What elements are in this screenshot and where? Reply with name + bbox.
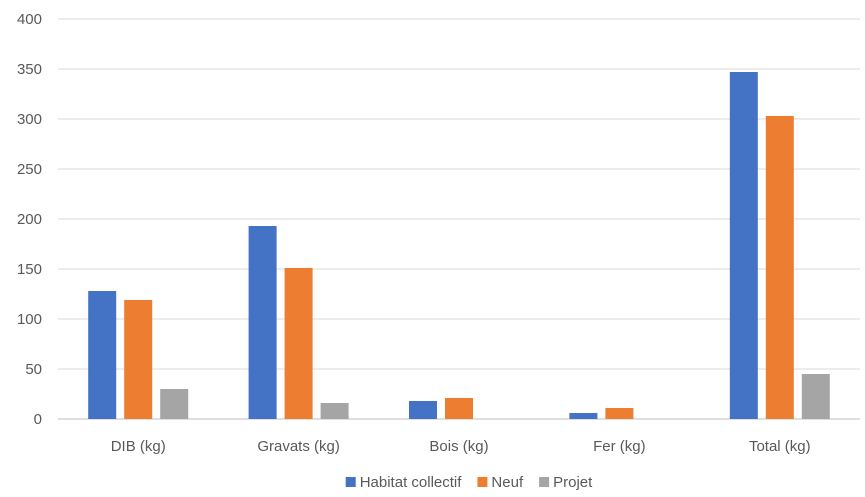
bars (88, 72, 830, 419)
y-tick-label: 250 (17, 161, 42, 178)
y-tick-label: 400 (17, 11, 42, 28)
legend-item: Projet (539, 474, 593, 491)
x-category-label: Bois (kg) (429, 438, 488, 455)
x-category-label: Gravats (kg) (257, 438, 340, 455)
bar-projet (801, 374, 830, 419)
y-tick-label: 300 (17, 111, 42, 128)
bar-neuf (284, 268, 313, 419)
x-axis-category-labels: DIB (kg) Gravats (kg) Bois (kg) Fer (kg) Tot… (111, 438, 811, 455)
legend-item: Neuf (477, 474, 524, 491)
x-category-label: DIB (kg) (111, 438, 166, 455)
bar-projet (160, 389, 189, 419)
legend-label: Habitat collectif (360, 474, 463, 491)
bar-habitat-collectif (248, 226, 277, 419)
bar-neuf (605, 408, 634, 419)
y-tick-label: 100 (17, 311, 42, 328)
bar-habitat-collectif (409, 401, 437, 419)
legend-label: Neuf (491, 474, 524, 491)
legend-item: Habitat collectif (345, 474, 463, 491)
legend-label: Projet (553, 474, 593, 491)
bar-habitat-collectif (729, 72, 758, 419)
y-tick-label: 0 (34, 411, 42, 428)
legend-swatch (539, 477, 550, 487)
bar-neuf (445, 398, 473, 419)
bar-habitat-collectif (88, 291, 117, 419)
bar-neuf (124, 300, 153, 419)
y-tick-label: 350 (17, 61, 42, 78)
x-category-label: Total (kg) (749, 438, 811, 455)
bar-projet (320, 403, 349, 419)
gridlines (58, 18, 860, 420)
legend-swatch (477, 477, 488, 487)
y-tick-label: 200 (17, 211, 42, 228)
x-category-label: Fer (kg) (593, 438, 646, 455)
bar-neuf (765, 116, 794, 419)
y-tick-label: 150 (17, 261, 42, 278)
legend-swatch (345, 477, 356, 487)
legend: Habitat collectif Neuf Projet (345, 474, 593, 491)
y-tick-label: 50 (25, 361, 42, 378)
bar-habitat-collectif (569, 413, 598, 419)
y-axis-tick-labels: 0 50 100 150 200 250 300 350 400 (17, 11, 42, 428)
